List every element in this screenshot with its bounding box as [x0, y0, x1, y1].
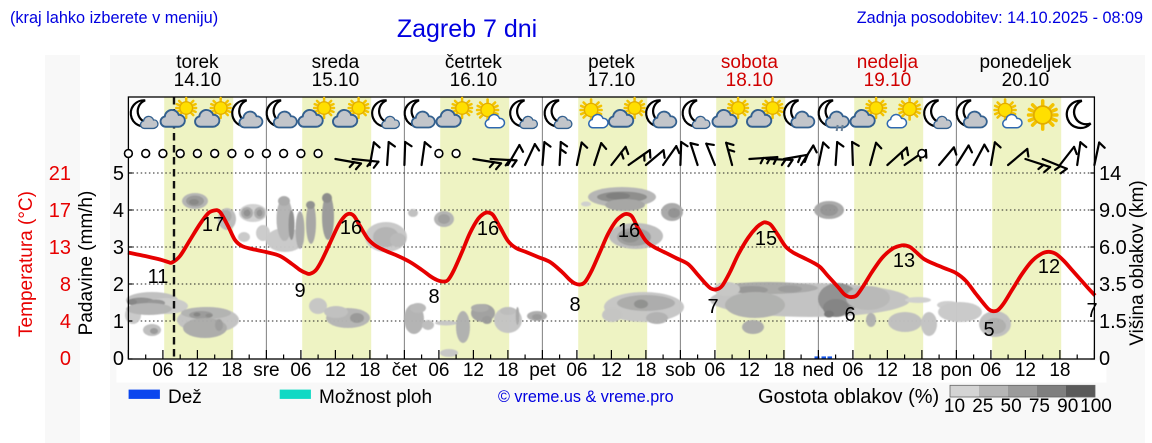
svg-text:21: 21: [49, 163, 71, 185]
svg-text:5: 5: [983, 319, 994, 341]
svg-text:© vreme.us & vreme.pro: © vreme.us & vreme.pro: [498, 388, 674, 406]
svg-text:06: 06: [290, 360, 311, 381]
svg-text:13: 13: [893, 250, 915, 272]
svg-text:17.10: 17.10: [588, 70, 636, 91]
svg-text:18.10: 18.10: [726, 70, 774, 91]
svg-text:sre: sre: [253, 360, 279, 381]
svg-text:pon: pon: [941, 360, 973, 381]
svg-text:06: 06: [152, 360, 173, 381]
svg-text:8: 8: [60, 274, 71, 296]
svg-text:06: 06: [704, 360, 725, 381]
svg-text:4: 4: [113, 200, 124, 222]
svg-text:4: 4: [60, 311, 71, 333]
svg-text:pet: pet: [529, 360, 556, 381]
svg-text:75: 75: [1029, 396, 1050, 417]
svg-text:3: 3: [113, 237, 124, 259]
svg-text:sreda: sreda: [312, 52, 360, 73]
svg-text:18: 18: [635, 360, 656, 381]
svg-text:(kraj lahko izberete v meniju): (kraj lahko izberete v meniju): [10, 9, 218, 27]
svg-text:18: 18: [221, 360, 242, 381]
svg-text:sob: sob: [665, 360, 696, 381]
svg-text:6.0: 6.0: [1099, 237, 1127, 259]
svg-text:0: 0: [113, 348, 124, 370]
svg-text:1.5: 1.5: [1099, 311, 1127, 333]
svg-text:9.0: 9.0: [1099, 200, 1127, 222]
svg-text:7: 7: [1086, 300, 1097, 322]
svg-text:sobota: sobota: [721, 52, 778, 73]
svg-text:06: 06: [980, 360, 1001, 381]
svg-text:3.5: 3.5: [1099, 274, 1127, 296]
svg-text:12: 12: [1015, 360, 1036, 381]
svg-text:12: 12: [601, 360, 622, 381]
svg-text:Možnost ploh: Možnost ploh: [319, 387, 432, 408]
svg-text:5: 5: [113, 163, 124, 185]
svg-text:18: 18: [773, 360, 794, 381]
svg-text:50: 50: [1001, 396, 1022, 417]
svg-text:Padavine (mm/h): Padavine (mm/h): [76, 191, 97, 336]
svg-text:06: 06: [428, 360, 449, 381]
svg-text:Temperatura (°C): Temperatura (°C): [16, 191, 37, 337]
svg-text:12: 12: [187, 360, 208, 381]
svg-text:19.10: 19.10: [864, 70, 912, 91]
svg-text:20.10: 20.10: [1002, 70, 1050, 91]
svg-text:1: 1: [113, 311, 124, 333]
svg-text:0: 0: [1099, 348, 1110, 370]
svg-text:12: 12: [325, 360, 346, 381]
svg-text:torek: torek: [176, 52, 219, 73]
svg-text:Višina oblakov (km): Višina oblakov (km): [1127, 180, 1148, 345]
svg-text:16.10: 16.10: [450, 70, 498, 91]
svg-text:6: 6: [844, 304, 855, 326]
svg-text:četrtek: četrtek: [445, 52, 503, 73]
svg-text:ponedeljek: ponedeljek: [979, 52, 1071, 73]
svg-text:15: 15: [755, 228, 777, 250]
svg-text:100: 100: [1080, 396, 1112, 417]
svg-text:8: 8: [428, 286, 439, 308]
svg-text:16: 16: [477, 218, 499, 240]
svg-text:petek: petek: [588, 52, 635, 73]
svg-text:12: 12: [463, 360, 484, 381]
svg-text:06: 06: [842, 360, 863, 381]
svg-text:Dež: Dež: [168, 387, 202, 408]
svg-text:18: 18: [497, 360, 518, 381]
svg-text:14: 14: [1099, 163, 1121, 185]
svg-text:13: 13: [49, 237, 71, 259]
svg-text:25: 25: [972, 396, 993, 417]
svg-text:2: 2: [113, 274, 124, 296]
svg-text:18: 18: [1049, 360, 1070, 381]
svg-text:12: 12: [877, 360, 898, 381]
svg-text:7: 7: [707, 296, 718, 318]
svg-text:čet: čet: [392, 360, 418, 381]
svg-text:16: 16: [618, 220, 640, 242]
svg-text:18: 18: [359, 360, 380, 381]
svg-text:0: 0: [60, 348, 71, 370]
svg-text:15.10: 15.10: [312, 70, 360, 91]
svg-text:9: 9: [294, 280, 305, 302]
svg-text:ned: ned: [803, 360, 835, 381]
svg-text:Gostota oblakov (%): Gostota oblakov (%): [758, 386, 939, 408]
svg-text:10: 10: [944, 396, 965, 417]
svg-text:14.10: 14.10: [174, 70, 222, 91]
svg-text:Zagreb 7 dni: Zagreb 7 dni: [397, 15, 537, 43]
svg-text:90: 90: [1057, 396, 1078, 417]
svg-text:17: 17: [202, 214, 224, 236]
svg-text:12: 12: [1038, 256, 1060, 278]
svg-text:Zadnja posodobitev: 14.10.2025: Zadnja posodobitev: 14.10.2025 - 08:09: [857, 9, 1143, 27]
svg-text:17: 17: [49, 200, 71, 222]
svg-text:06: 06: [566, 360, 587, 381]
svg-text:16: 16: [340, 217, 362, 239]
svg-text:nedelja: nedelja: [857, 52, 919, 73]
svg-text:8: 8: [569, 294, 580, 316]
svg-text:12: 12: [739, 360, 760, 381]
svg-text:18: 18: [911, 360, 932, 381]
svg-text:11: 11: [148, 266, 169, 288]
